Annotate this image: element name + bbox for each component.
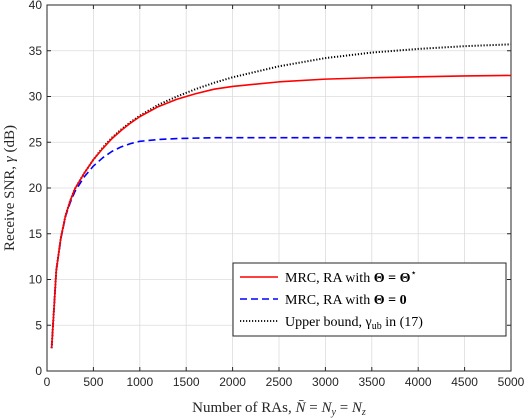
y-tick-label: 10 <box>29 273 43 287</box>
x-tick-label: 3000 <box>312 375 339 389</box>
y-tick-label: 35 <box>29 44 43 58</box>
x-tick-label: 2500 <box>266 375 293 389</box>
grid-lines <box>47 5 511 371</box>
x-tick-label: 3500 <box>358 375 385 389</box>
y-tick-label: 15 <box>29 227 43 241</box>
x-tick-label: 1000 <box>126 375 153 389</box>
x-axis-label: Number of RAs, N̄ = Ny = Nz <box>192 400 366 418</box>
x-tick-label: 4500 <box>451 375 478 389</box>
y-tick-label: 20 <box>29 181 43 195</box>
y-tick-label: 25 <box>29 135 43 149</box>
y-axis-label: Receive SNR, γ (dB) <box>2 125 18 251</box>
y-tick-label: 0 <box>35 364 42 378</box>
legend-label-upper-bound: Upper bound, γub in (17) <box>285 315 423 332</box>
y-tick-label: 40 <box>29 0 43 12</box>
x-tick-label: 500 <box>83 375 103 389</box>
x-tick-label: 0 <box>44 375 51 389</box>
axis-ticks: 0 500 1000 1500 2000 2500 3000 3500 4000 4500 5000… <box>29 0 525 389</box>
x-tick-label: 2000 <box>219 375 246 389</box>
y-tick-label: 30 <box>29 90 43 104</box>
y-tick-label: 5 <box>35 318 42 332</box>
series-line-0 <box>50 74 512 349</box>
legend: MRC, RA with Θ = Θ⋆ MRC, RA with Θ = 0 U… <box>232 262 507 337</box>
legend-box <box>232 262 507 337</box>
legend-label-mrc-optimal: MRC, RA with Θ = Θ⋆ <box>285 268 417 286</box>
x-tick-label: 4000 <box>405 375 432 389</box>
x-tick-label: 5000 <box>498 375 525 389</box>
legend-label-mrc-zero: MRC, RA with Θ = 0 <box>285 293 407 308</box>
series-lines <box>50 43 512 349</box>
x-tick-label: 1500 <box>173 375 200 389</box>
